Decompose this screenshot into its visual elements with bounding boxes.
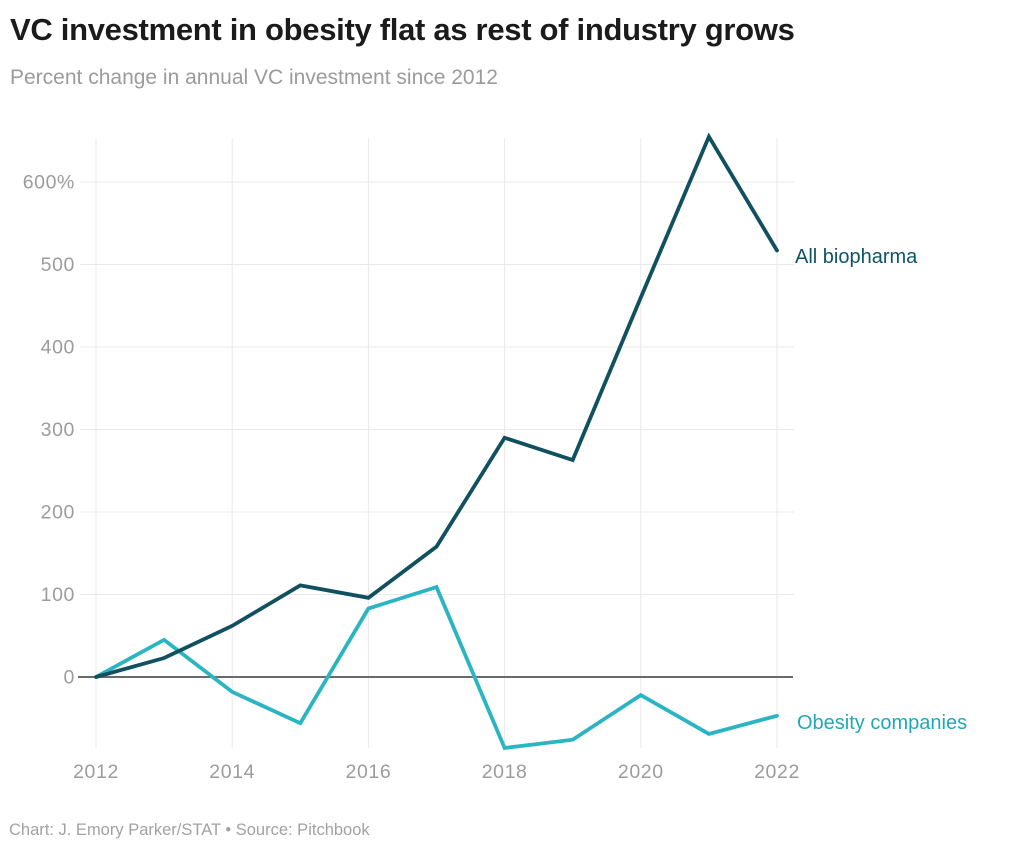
chart-subtitle: Percent change in annual VC investment s… [10, 66, 498, 89]
y-tick-500: 500 [41, 254, 75, 276]
series-label-all-biopharma: All biopharma [795, 246, 918, 268]
x-tick-2018: 2018 [482, 761, 528, 783]
y-tick-100: 100 [41, 584, 75, 606]
series-label-obesity-companies: Obesity companies [797, 712, 968, 734]
x-tick-2012: 2012 [73, 761, 119, 783]
line-obesity-companies [94, 584, 779, 751]
x-tick-2020: 2020 [618, 761, 664, 783]
chart-title: VC investment in obesity flat as rest of… [10, 12, 795, 47]
y-tick-0: 0 [64, 667, 75, 689]
y-tick-400: 400 [41, 337, 75, 359]
y-tick-300: 300 [41, 419, 75, 441]
y-tick-600: 600% [23, 172, 75, 194]
x-tick-2014: 2014 [209, 761, 255, 783]
line-all-biopharma [94, 132, 779, 679]
y-tick-200: 200 [41, 502, 75, 524]
x-tick-2022: 2022 [754, 761, 800, 783]
chart-credit: Chart: J. Emory Parker/STAT • Source: Pi… [9, 821, 370, 839]
x-tick-2016: 2016 [346, 761, 392, 783]
